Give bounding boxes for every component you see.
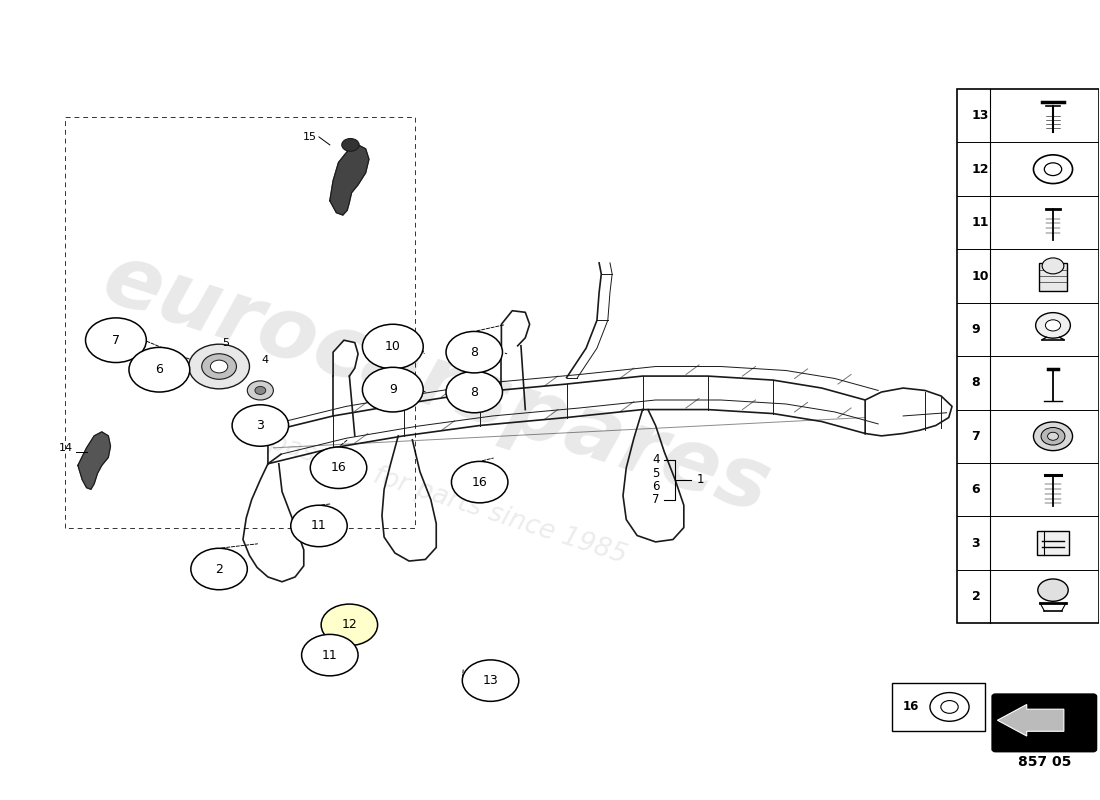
Circle shape <box>362 324 424 369</box>
Text: 9: 9 <box>971 323 980 336</box>
Text: 7: 7 <box>112 334 120 346</box>
Circle shape <box>446 371 503 413</box>
Circle shape <box>201 354 236 379</box>
Text: 8: 8 <box>470 346 478 358</box>
Text: 3: 3 <box>256 419 264 432</box>
Text: 8: 8 <box>470 386 478 398</box>
FancyBboxPatch shape <box>992 694 1097 751</box>
Bar <box>1036 531 1069 555</box>
Circle shape <box>129 347 190 392</box>
FancyArrow shape <box>998 705 1064 736</box>
Text: 12: 12 <box>341 618 358 631</box>
Text: 7: 7 <box>652 493 660 506</box>
Text: a passion for parts since 1985: a passion for parts since 1985 <box>243 422 629 570</box>
Circle shape <box>1037 579 1068 602</box>
Text: 6: 6 <box>155 363 163 376</box>
Circle shape <box>190 548 248 590</box>
Text: 11: 11 <box>971 216 989 229</box>
Text: 2: 2 <box>971 590 980 603</box>
Text: 2: 2 <box>216 562 223 575</box>
Text: eurocarspares: eurocarspares <box>92 237 780 531</box>
Circle shape <box>1042 258 1064 274</box>
FancyBboxPatch shape <box>957 89 1099 623</box>
Circle shape <box>462 660 519 702</box>
Circle shape <box>362 367 424 412</box>
Polygon shape <box>330 145 369 215</box>
Text: 15: 15 <box>302 132 317 142</box>
Circle shape <box>321 604 377 646</box>
Circle shape <box>310 447 366 489</box>
Text: 16: 16 <box>472 476 487 489</box>
Text: 11: 11 <box>311 519 327 533</box>
Text: 6: 6 <box>652 479 660 493</box>
Circle shape <box>1041 427 1065 445</box>
Circle shape <box>290 506 348 546</box>
Circle shape <box>1035 313 1070 338</box>
FancyBboxPatch shape <box>892 683 984 731</box>
Circle shape <box>930 693 969 722</box>
Text: 6: 6 <box>971 483 980 496</box>
Text: 14: 14 <box>58 443 73 453</box>
Text: 857 05: 857 05 <box>1018 755 1071 769</box>
Text: 13: 13 <box>483 674 498 687</box>
Text: 4: 4 <box>652 454 660 466</box>
Text: 4: 4 <box>261 355 268 365</box>
Text: 1: 1 <box>696 474 704 486</box>
Text: 10: 10 <box>385 340 400 353</box>
Circle shape <box>451 462 508 503</box>
Circle shape <box>1034 155 1072 183</box>
Circle shape <box>210 360 228 373</box>
Text: 8: 8 <box>971 376 980 390</box>
Circle shape <box>86 318 146 362</box>
Text: 16: 16 <box>331 462 346 474</box>
Circle shape <box>342 138 360 151</box>
Text: 12: 12 <box>971 162 989 176</box>
Text: 5: 5 <box>222 338 229 347</box>
Circle shape <box>189 344 250 389</box>
Text: 5: 5 <box>652 467 660 480</box>
Bar <box>1038 263 1067 291</box>
Circle shape <box>940 701 958 714</box>
Circle shape <box>255 386 266 394</box>
Circle shape <box>1034 422 1072 450</box>
Text: 9: 9 <box>389 383 397 396</box>
Polygon shape <box>78 432 110 490</box>
Text: 13: 13 <box>971 110 989 122</box>
Circle shape <box>301 634 359 676</box>
Text: 7: 7 <box>971 430 980 442</box>
Circle shape <box>232 405 288 446</box>
Circle shape <box>1045 320 1060 331</box>
Text: 10: 10 <box>971 270 989 282</box>
Circle shape <box>1047 432 1058 440</box>
Circle shape <box>446 331 503 373</box>
Text: 11: 11 <box>322 649 338 662</box>
Text: 16: 16 <box>903 701 920 714</box>
Circle shape <box>248 381 274 400</box>
Text: 3: 3 <box>971 537 980 550</box>
Circle shape <box>1044 163 1061 175</box>
